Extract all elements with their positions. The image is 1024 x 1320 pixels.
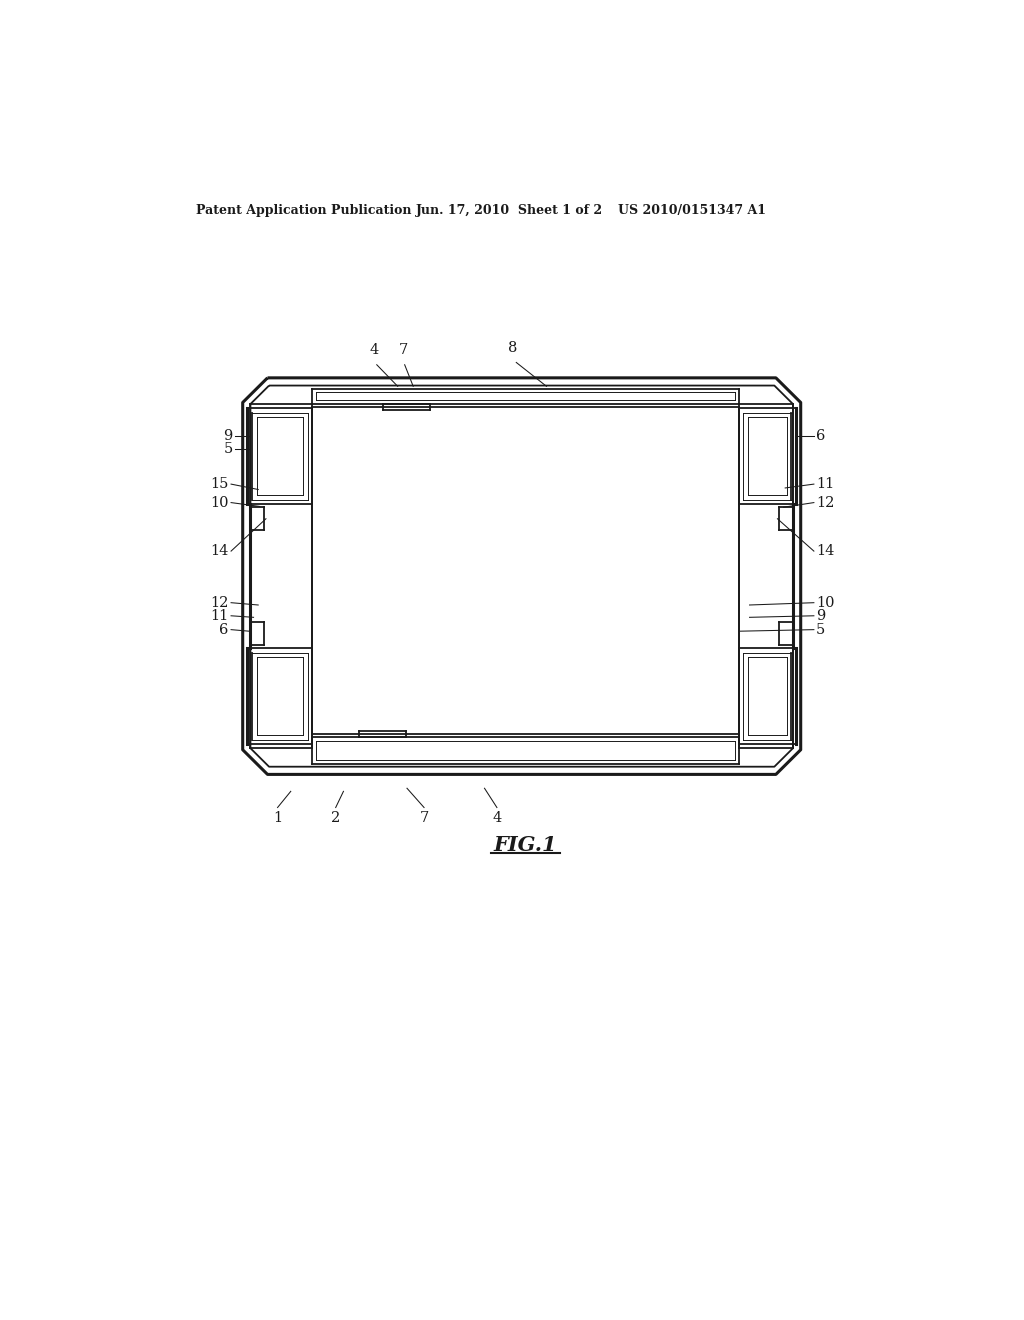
Text: 7: 7 [398,343,408,358]
Text: 9: 9 [816,609,825,623]
Text: 4: 4 [370,343,379,358]
Text: 4: 4 [493,812,502,825]
Text: 10: 10 [816,595,835,610]
Text: 11: 11 [816,477,835,491]
Text: 5: 5 [223,442,232,457]
Text: 7: 7 [420,812,429,825]
Text: 10: 10 [210,495,228,510]
Text: Jun. 17, 2010  Sheet 1 of 2: Jun. 17, 2010 Sheet 1 of 2 [417,205,603,218]
Text: 11: 11 [211,609,228,623]
Text: 14: 14 [816,544,835,558]
Text: US 2010/0151347 A1: US 2010/0151347 A1 [617,205,766,218]
Text: 6: 6 [219,623,228,636]
Text: 2: 2 [331,812,340,825]
Text: 5: 5 [816,623,825,636]
Text: 6: 6 [816,429,825,442]
Text: 9: 9 [223,429,232,442]
Text: Patent Application Publication: Patent Application Publication [197,205,412,218]
Text: 12: 12 [816,495,835,510]
Text: 8: 8 [509,341,518,355]
Text: 1: 1 [273,812,283,825]
Text: 15: 15 [210,477,228,491]
Text: 14: 14 [210,544,228,558]
Bar [312,407,738,734]
Text: FIG.1: FIG.1 [493,836,557,855]
Text: 12: 12 [210,595,228,610]
